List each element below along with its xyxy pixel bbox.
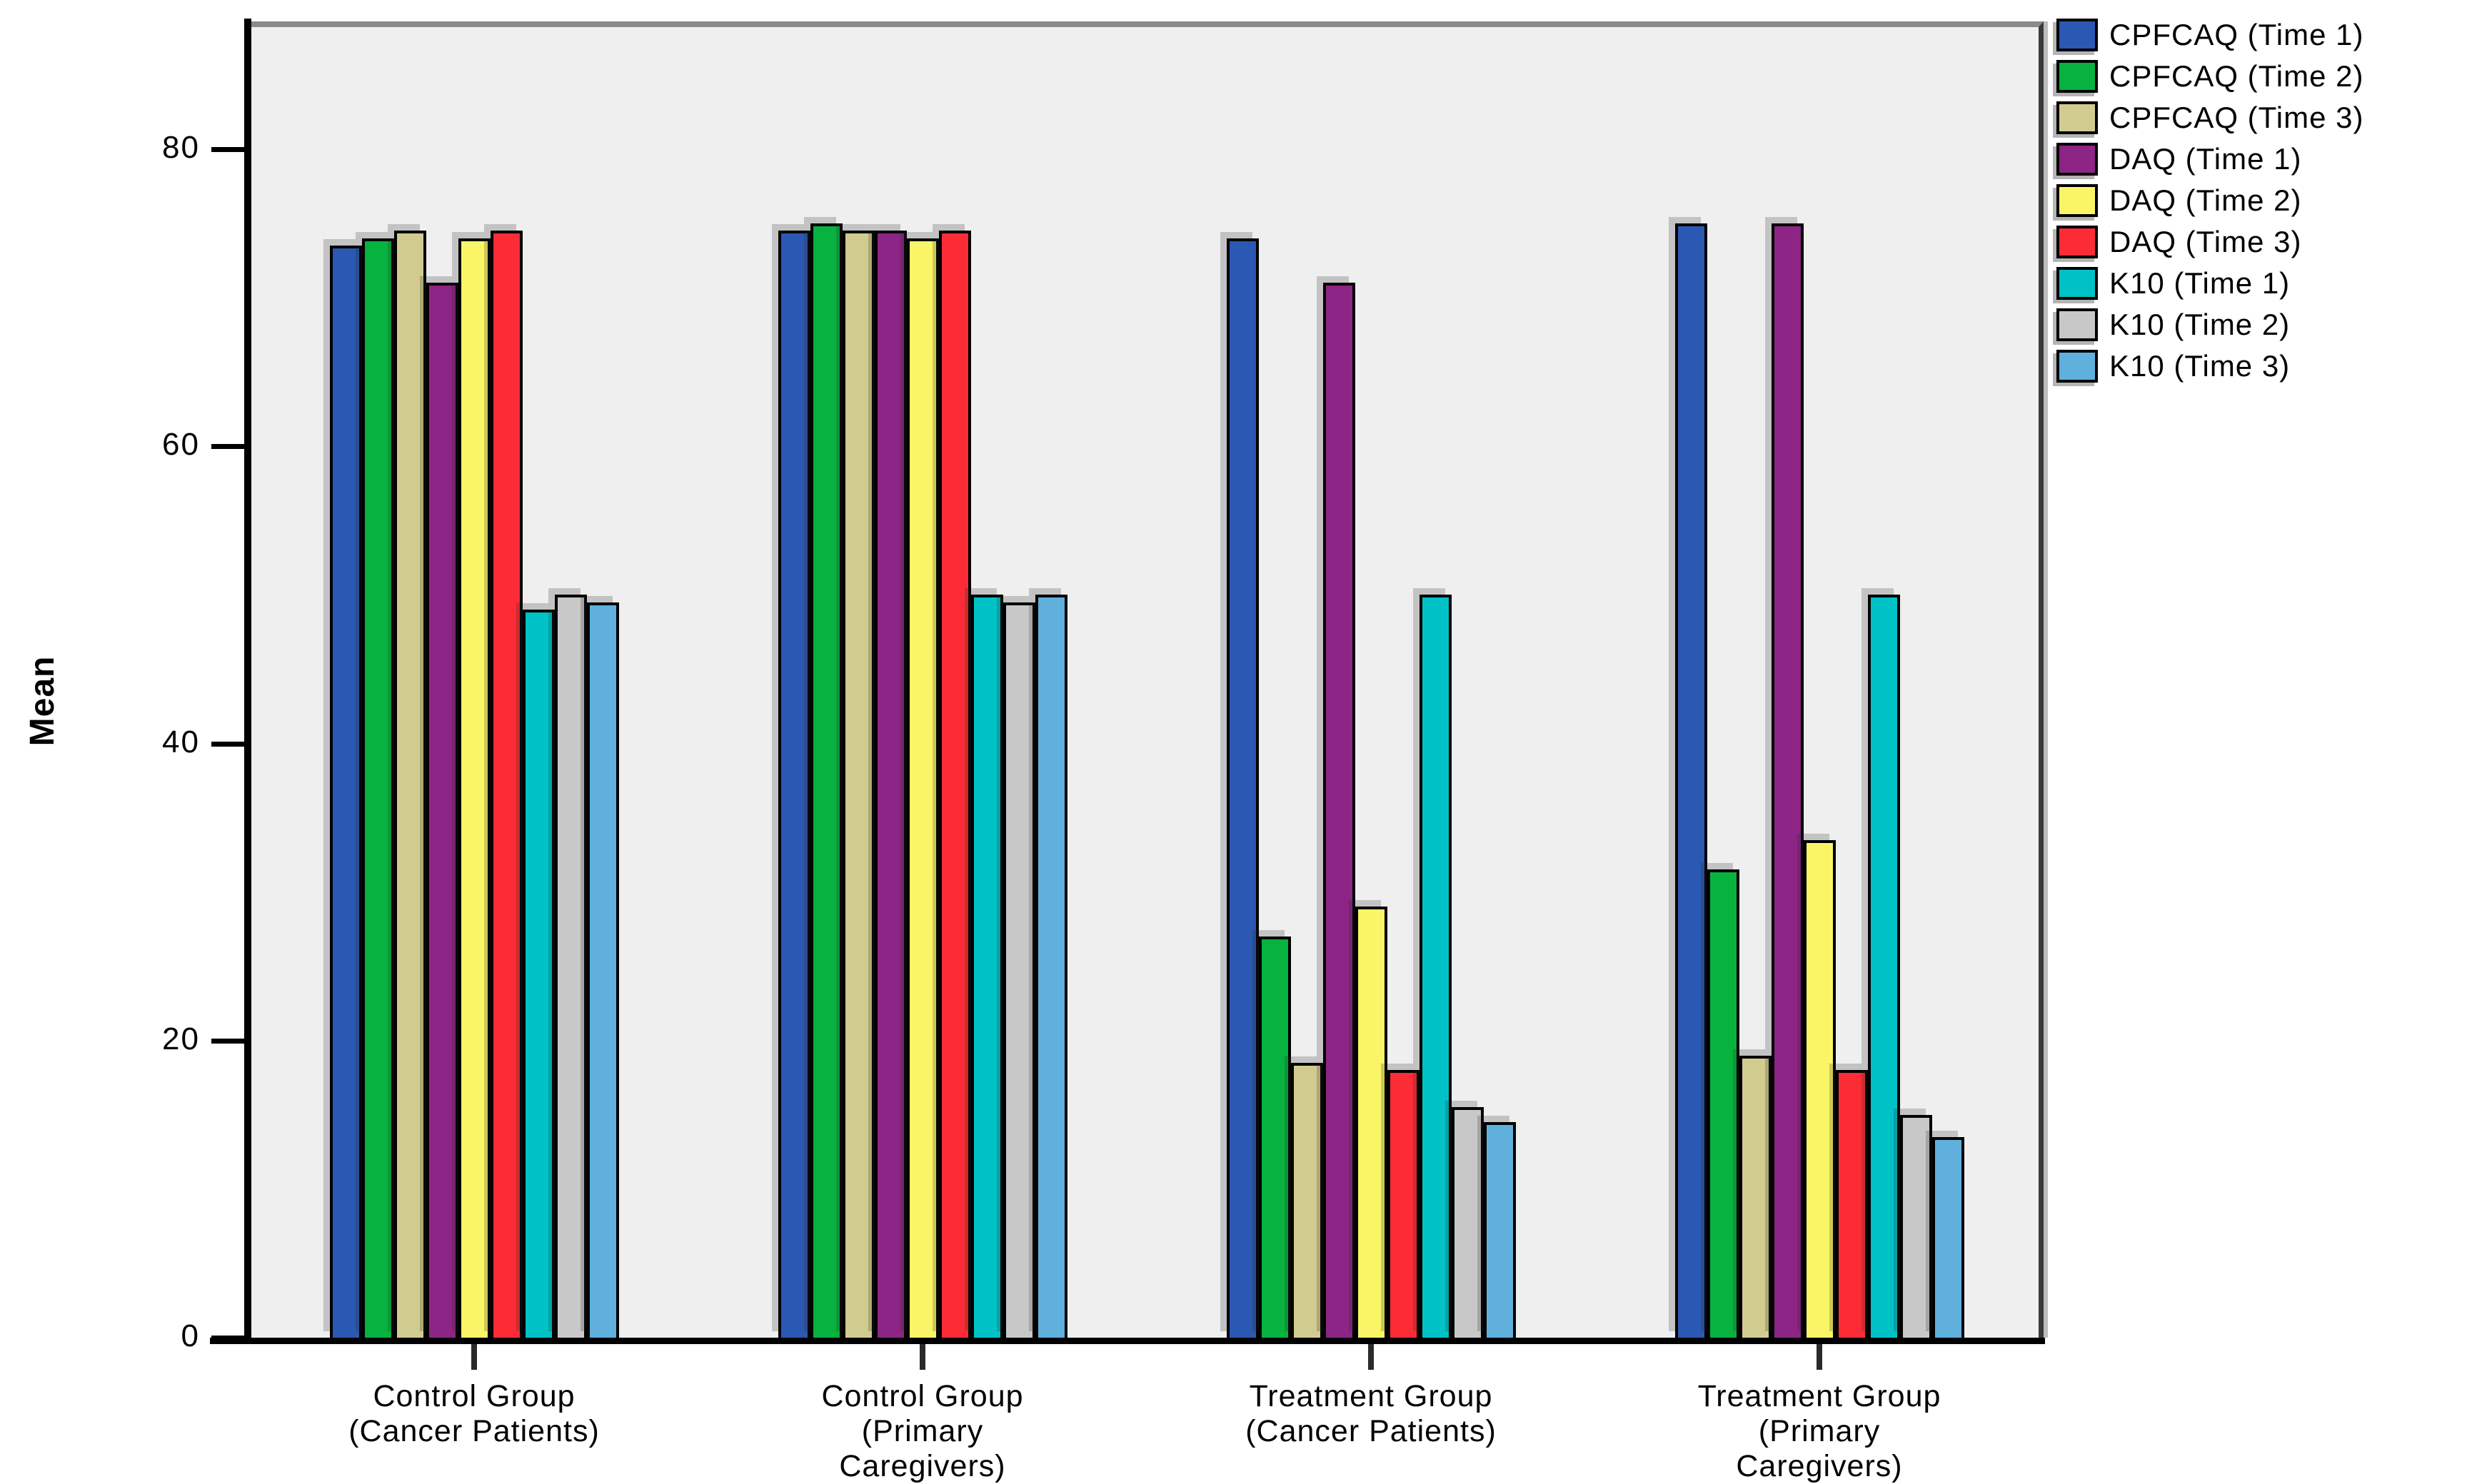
bar (1868, 595, 1900, 1338)
bar (1804, 840, 1836, 1338)
category-label-line: Caregivers) (839, 1449, 1006, 1483)
y-axis-title: Mean (24, 655, 61, 747)
bar (939, 231, 971, 1338)
bar (1900, 1115, 1932, 1338)
y-tick-mark (211, 1336, 246, 1341)
category-label-line: (Primary (1758, 1414, 1881, 1448)
legend-swatch (2056, 60, 2098, 93)
bar (1003, 602, 1035, 1338)
bar (330, 246, 362, 1338)
bar (1836, 1070, 1868, 1338)
legend-item: DAQ (Time 2) (2056, 180, 2363, 221)
y-axis-line (244, 19, 251, 1343)
legend-item: DAQ (Time 3) (2056, 221, 2363, 263)
bar (875, 231, 907, 1338)
bar (1259, 937, 1291, 1338)
category-label-line: Control Group (821, 1379, 1024, 1413)
y-tick-label: 80 (162, 130, 200, 165)
legend-label: CPFCAQ (Time 1) (2109, 18, 2364, 51)
category-label-line: Control Group (373, 1379, 576, 1413)
bar (1707, 869, 1739, 1338)
legend-swatch (2056, 101, 2098, 134)
legend-label: K10 (Time 3) (2109, 349, 2291, 383)
x-tick-mark (1817, 1344, 1822, 1370)
bar (426, 283, 458, 1338)
legend-item: K10 (Time 3) (2056, 345, 2363, 387)
x-tick-mark (1368, 1344, 1374, 1370)
legend-item: K10 (Time 1) (2056, 263, 2363, 304)
bar (1484, 1122, 1516, 1338)
x-axis-line (210, 1338, 2045, 1344)
y-tick-mark (211, 444, 246, 449)
bar (491, 231, 523, 1338)
legend-label: CPFCAQ (Time 3) (2109, 101, 2364, 134)
category-label-line: Caregivers) (1736, 1449, 1903, 1483)
bar (1227, 238, 1259, 1338)
bar (555, 595, 587, 1338)
category-label: Treatment Group (Primary Caregivers) (1584, 1379, 2055, 1484)
legend-item: DAQ (Time 1) (2056, 138, 2363, 180)
legend-item: CPFCAQ (Time 2) (2056, 56, 2363, 97)
category-label-line: (Cancer Patients) (1245, 1414, 1497, 1448)
bar (458, 238, 491, 1338)
bar (523, 610, 555, 1338)
category-label: Control Group (Cancer Patients) (238, 1379, 710, 1449)
y-tick-mark (211, 147, 246, 152)
legend: CPFCAQ (Time 1) CPFCAQ (Time 2) CPFCAQ (Ti… (2056, 14, 2363, 387)
category-label: Treatment Group (Cancer Patients) (1135, 1379, 1607, 1449)
y-tick-label: 40 (162, 725, 200, 759)
x-tick-mark (471, 1344, 477, 1370)
bar (587, 602, 619, 1338)
bar (1355, 907, 1387, 1338)
bar (1772, 223, 1804, 1338)
bar (1420, 595, 1452, 1338)
bar (810, 223, 843, 1338)
bar (1739, 1056, 1772, 1338)
legend-label: DAQ (Time 3) (2109, 225, 2302, 258)
bar (778, 231, 810, 1338)
legend-item: CPFCAQ (Time 1) (2056, 14, 2363, 56)
legend-swatch (2056, 267, 2098, 300)
x-tick-mark (920, 1344, 925, 1370)
bar (1675, 223, 1707, 1338)
bar (394, 231, 426, 1338)
bar (1452, 1107, 1484, 1338)
legend-item: CPFCAQ (Time 3) (2056, 97, 2363, 138)
bar (907, 238, 939, 1338)
legend-label: K10 (Time 1) (2109, 266, 2291, 300)
legend-swatch (2056, 350, 2098, 383)
legend-swatch (2056, 143, 2098, 176)
bar (1291, 1063, 1323, 1338)
category-label-line: Treatment Group (1697, 1379, 1941, 1413)
bar (843, 231, 875, 1338)
bar (1932, 1137, 1964, 1338)
y-tick-label: 60 (162, 427, 200, 462)
legend-item: K10 (Time 2) (2056, 304, 2363, 345)
y-tick-mark (211, 742, 246, 747)
bar (1035, 595, 1067, 1338)
category-label-line: Treatment Group (1249, 1379, 1493, 1413)
y-tick-label: 20 (162, 1021, 200, 1056)
y-tick-label: 0 (181, 1318, 200, 1353)
legend-label: K10 (Time 2) (2109, 308, 2291, 341)
bar (1323, 283, 1355, 1338)
legend-swatch (2056, 308, 2098, 341)
bar (362, 238, 394, 1338)
bar (1387, 1070, 1420, 1338)
category-label: Control Group (Primary Caregivers) (687, 1379, 1158, 1484)
category-label-line: (Cancer Patients) (348, 1414, 600, 1448)
y-tick-mark (211, 1039, 246, 1044)
legend-label: CPFCAQ (Time 2) (2109, 59, 2364, 93)
bar (971, 595, 1003, 1338)
category-label-line: (Primary (861, 1414, 984, 1448)
legend-label: DAQ (Time 1) (2109, 142, 2302, 176)
legend-label: DAQ (Time 2) (2109, 183, 2302, 217)
legend-swatch (2056, 184, 2098, 217)
legend-swatch (2056, 226, 2098, 258)
legend-swatch (2056, 19, 2098, 51)
